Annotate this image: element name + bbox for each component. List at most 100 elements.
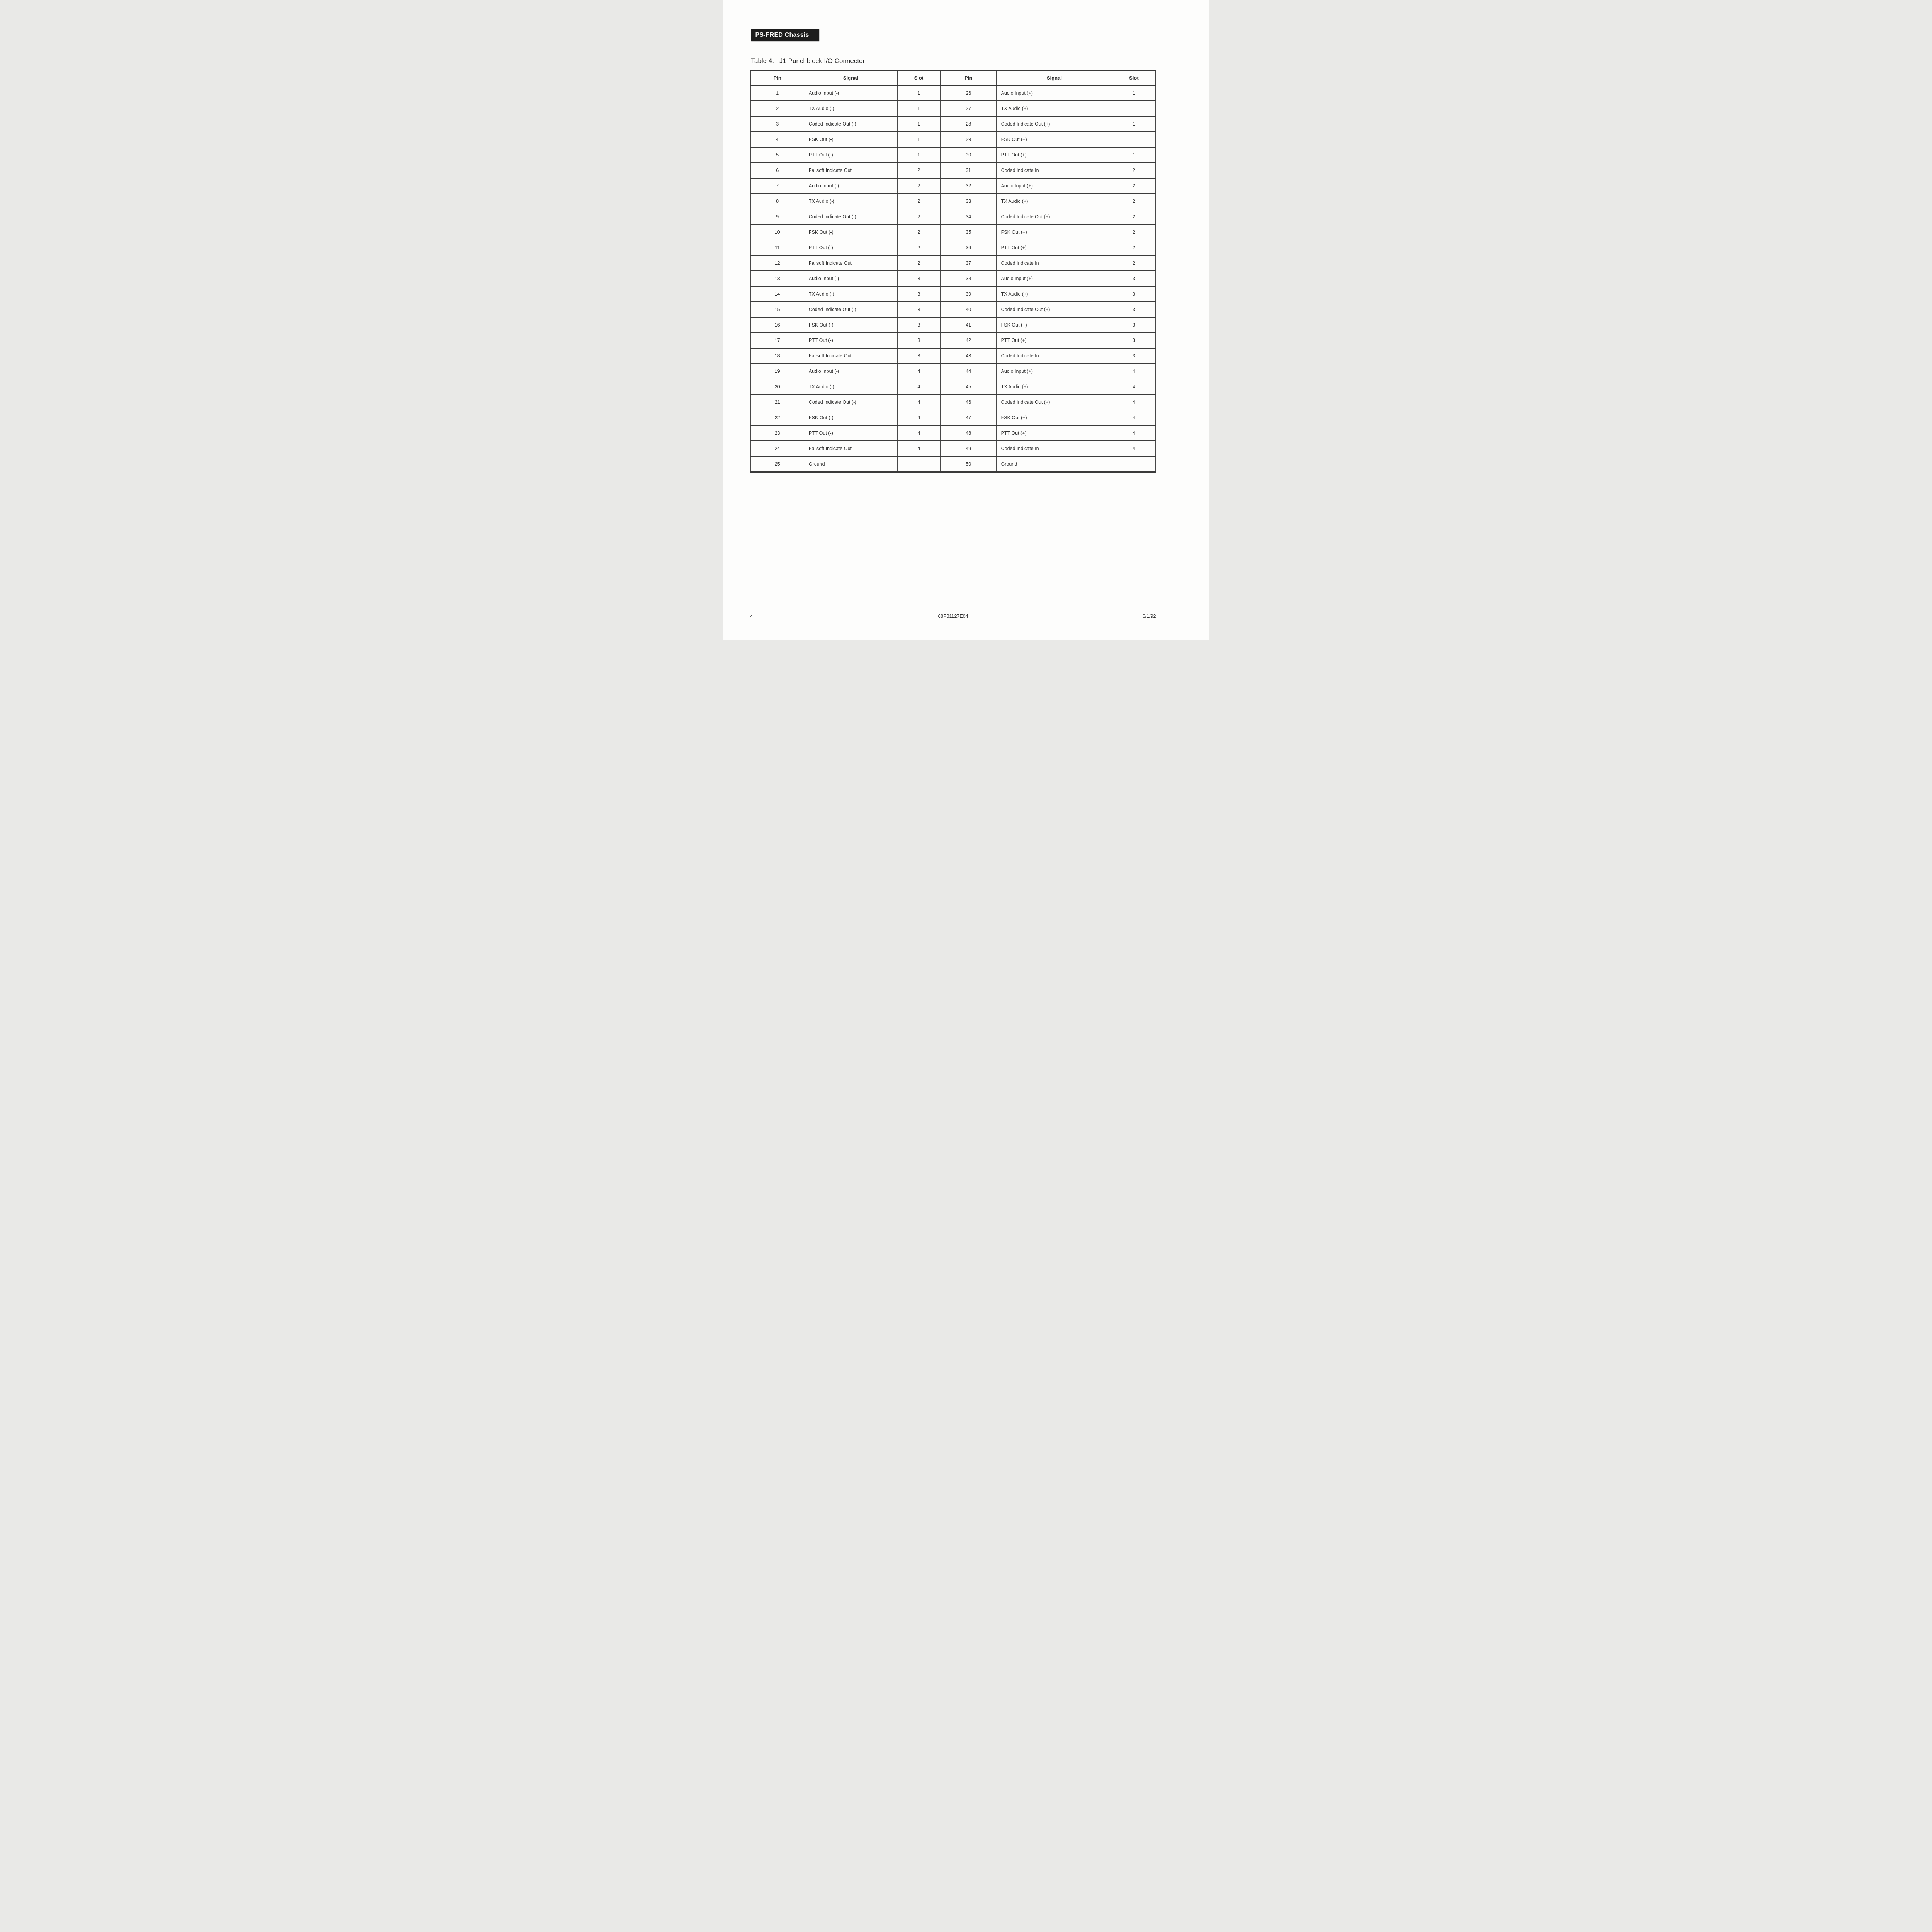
signal-cell: FSK Out (+)	[996, 410, 1113, 426]
signal-cell: PTT Out (-)	[803, 425, 898, 441]
signal-cell: Coded Indicate In	[996, 163, 1113, 179]
pin-cell: 4	[750, 132, 804, 148]
signal-cell: Coded Indicate Out (-)	[803, 395, 898, 410]
signal-cell: Audio Input (+)	[996, 85, 1113, 101]
slot-cell	[1112, 456, 1156, 473]
signal-cell: Audio Input (-)	[803, 178, 898, 194]
pin-cell: 33	[940, 194, 997, 209]
slot-cell: 4	[896, 425, 941, 441]
col-header-pin-right: Pin	[940, 70, 997, 86]
pin-cell: 50	[940, 456, 997, 473]
slot-cell: 2	[896, 163, 941, 179]
table-row: 6 Failsoft Indicate Out 2 31 Coded Indicate …	[750, 163, 1156, 179]
table-header-row: Pin Signal Slot Pin Signal Slot	[750, 70, 1156, 86]
pin-table-body: 1 Audio Input (-) 1 26 Audio Input (+) 1 2 TX A…	[750, 85, 1156, 473]
signal-cell: FSK Out (-)	[803, 317, 898, 333]
pin-cell: 28	[940, 116, 997, 132]
signal-cell: Audio Input (-)	[803, 85, 898, 101]
slot-cell: 4	[896, 410, 941, 426]
table-row: 23 PTT Out (-) 4 48 PTT Out (+) 4	[750, 425, 1156, 441]
table-row: 5 PTT Out (-) 1 30 PTT Out (+) 1	[750, 147, 1156, 163]
slot-cell: 1	[896, 116, 941, 132]
pin-cell: 49	[940, 441, 997, 457]
pin-cell: 40	[940, 302, 997, 318]
pin-cell: 30	[940, 147, 997, 163]
signal-cell: FSK Out (-)	[803, 410, 898, 426]
pin-cell: 44	[940, 364, 997, 379]
signal-cell: TX Audio (-)	[803, 286, 898, 302]
slot-cell: 1	[896, 85, 941, 101]
slot-cell: 3	[1112, 317, 1156, 333]
table-name-label: J1 Punchblock I/O Connector	[779, 57, 865, 65]
slot-cell: 3	[1112, 348, 1156, 364]
pin-cell: 23	[750, 425, 804, 441]
pin-cell: 19	[750, 364, 804, 379]
signal-cell: Coded Indicate Out (-)	[803, 209, 898, 225]
signal-cell: Failsoft Indicate Out	[803, 348, 898, 364]
table-row: 21 Coded Indicate Out (-) 4 46 Coded Indicat…	[750, 395, 1156, 410]
table-row: 16 FSK Out (-) 3 41 FSK Out (+) 3	[750, 317, 1156, 333]
signal-cell: Ground	[996, 456, 1113, 473]
pin-cell: 46	[940, 395, 997, 410]
signal-cell: PTT Out (+)	[996, 333, 1113, 349]
signal-cell: Coded Indicate Out (+)	[996, 209, 1113, 225]
table-title: Table 4. J1 Punchblock I/O Connector	[751, 57, 865, 65]
slot-cell: 4	[1112, 410, 1156, 426]
signal-cell: TX Audio (+)	[996, 379, 1113, 395]
pin-cell: 21	[750, 395, 804, 410]
table-row: 8 TX Audio (-) 2 33 TX Audio (+) 2	[750, 194, 1156, 209]
pin-cell: 39	[940, 286, 997, 302]
slot-cell: 3	[1112, 333, 1156, 349]
pin-cell: 9	[750, 209, 804, 225]
table-row: 25 Ground 50 Ground	[750, 456, 1156, 473]
signal-cell: PTT Out (-)	[803, 333, 898, 349]
slot-cell: 3	[896, 286, 941, 302]
slot-cell: 2	[1112, 255, 1156, 271]
slot-cell: 2	[1112, 194, 1156, 209]
signal-cell: Coded Indicate Out (-)	[803, 116, 898, 132]
signal-cell: Failsoft Indicate Out	[803, 441, 898, 457]
slot-cell: 1	[1112, 85, 1156, 101]
table-row: 12 Failsoft Indicate Out 2 37 Coded Indicate…	[750, 255, 1156, 271]
table-row: 19 Audio Input (-) 4 44 Audio Input (+) 4	[750, 364, 1156, 379]
pin-cell: 31	[940, 163, 997, 179]
slot-cell: 2	[896, 194, 941, 209]
table-row: 18 Failsoft Indicate Out 3 43 Coded Indicate…	[750, 348, 1156, 364]
document-number: 68P81127E04	[938, 614, 968, 619]
slot-cell: 4	[1112, 425, 1156, 441]
slot-cell: 2	[1112, 163, 1156, 179]
slot-cell: 3	[896, 333, 941, 349]
slot-cell: 3	[896, 317, 941, 333]
table-row: 15 Coded Indicate Out (-) 3 40 Coded Indicat…	[750, 302, 1156, 318]
col-header-slot-right: Slot	[1112, 70, 1156, 86]
pin-cell: 16	[750, 317, 804, 333]
pin-cell: 15	[750, 302, 804, 318]
pin-cell: 42	[940, 333, 997, 349]
pin-cell: 25	[750, 456, 804, 473]
slot-cell: 4	[896, 395, 941, 410]
pin-cell: 32	[940, 178, 997, 194]
slot-cell: 1	[1112, 147, 1156, 163]
pin-cell: 37	[940, 255, 997, 271]
signal-cell: Failsoft Indicate Out	[803, 255, 898, 271]
document-page: PS-FRED Chassis Table 4. J1 Punchblock I/…	[723, 0, 1209, 640]
pin-cell: 43	[940, 348, 997, 364]
pin-cell: 8	[750, 194, 804, 209]
col-header-signal-left: Signal	[803, 70, 898, 86]
slot-cell: 2	[1112, 224, 1156, 240]
signal-cell: Audio Input (-)	[803, 271, 898, 287]
table-row: 7 Audio Input (-) 2 32 Audio Input (+) 2	[750, 178, 1156, 194]
table-row: 24 Failsoft Indicate Out 4 49 Coded Indicate…	[750, 441, 1156, 457]
table-row: 9 Coded Indicate Out (-) 2 34 Coded Indicate…	[750, 209, 1156, 225]
pin-cell: 26	[940, 85, 997, 101]
pin-cell: 10	[750, 224, 804, 240]
table-row: 13 Audio Input (-) 3 38 Audio Input (+) 3	[750, 271, 1156, 287]
page-footer: 4 68P81127E04 6/1/92	[750, 614, 1156, 621]
table-row: 17 PTT Out (-) 3 42 PTT Out (+) 3	[750, 333, 1156, 349]
slot-cell: 4	[1112, 395, 1156, 410]
slot-cell: 3	[896, 348, 941, 364]
signal-cell: PTT Out (+)	[996, 425, 1113, 441]
slot-cell: 3	[896, 271, 941, 287]
slot-cell: 2	[1112, 178, 1156, 194]
signal-cell: Coded Indicate In	[996, 441, 1113, 457]
